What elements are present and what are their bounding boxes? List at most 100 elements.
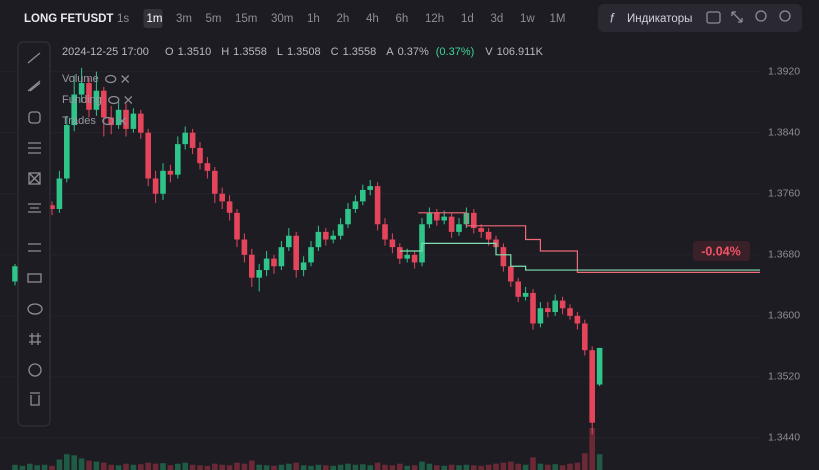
interval[interactable]: 1d xyxy=(461,13,474,25)
indicators-button[interactable]: Индикаторы xyxy=(627,13,692,25)
legend-value: 1.3558 xyxy=(343,46,377,58)
interval[interactable]: 1w xyxy=(520,13,535,25)
legend-time: 2024-12-25 17:00 xyxy=(62,46,149,58)
candle-body xyxy=(160,170,166,194)
volume-bar xyxy=(300,465,307,470)
legend: O 1.3510 H 1.3558 L 1.3508 C 1.3558 A 0.37% (0.37%… xyxy=(165,46,544,58)
interval[interactable]: 1s xyxy=(117,13,129,25)
volume-bar xyxy=(323,465,329,470)
volume-bar xyxy=(145,462,151,470)
volume-bar xyxy=(278,464,285,470)
fullscreen-icon[interactable] xyxy=(731,11,743,23)
interval[interactable]: 1M xyxy=(550,13,566,25)
volume-bar xyxy=(411,465,418,470)
candle-body xyxy=(93,90,100,110)
volume-bar xyxy=(537,463,544,470)
eye-icon[interactable] xyxy=(102,116,114,126)
candle-body xyxy=(352,201,359,209)
volume-bar xyxy=(86,460,92,470)
volume-bar xyxy=(182,462,188,470)
candle-body xyxy=(204,163,211,171)
legend-change: (0.37%) xyxy=(436,46,475,58)
volume-bar xyxy=(367,465,373,470)
candle-body xyxy=(515,281,521,297)
candle-body xyxy=(596,347,603,385)
volume-bar xyxy=(167,465,174,470)
interval[interactable]: 4h xyxy=(366,13,379,25)
interval-selected xyxy=(143,9,163,28)
candle-body xyxy=(434,212,440,221)
interval[interactable]: 1h xyxy=(307,13,320,25)
eye-icon[interactable] xyxy=(105,74,117,84)
candle-body xyxy=(522,292,529,297)
candle-body xyxy=(485,231,492,240)
volume-bar xyxy=(434,465,440,470)
price-tag-bg xyxy=(693,241,750,261)
interval[interactable]: 12h xyxy=(425,13,444,25)
interval[interactable]: 3d xyxy=(491,13,504,25)
volume-bar xyxy=(226,465,233,470)
trailing-line xyxy=(418,212,760,273)
volume-bar xyxy=(596,454,603,470)
volume-bar xyxy=(308,465,314,470)
volume-bar xyxy=(352,464,359,470)
symbol[interactable]: LONG FETUSDT xyxy=(24,13,113,25)
zoom-out-icon[interactable] xyxy=(779,10,791,22)
zoom-in-icon[interactable] xyxy=(755,10,767,22)
interval[interactable]: 3m xyxy=(176,13,192,25)
volume-bar xyxy=(293,462,299,470)
interval[interactable]: 2h xyxy=(337,13,350,25)
volume-bar xyxy=(34,465,40,470)
candle-body xyxy=(374,186,381,225)
interval[interactable]: 6h xyxy=(396,13,409,25)
legend-key: A xyxy=(386,46,394,58)
close-icon[interactable] xyxy=(121,75,130,83)
candle-body xyxy=(300,262,307,271)
tool-icons[interactable] xyxy=(27,52,43,406)
y-tick-label: 1.3920 xyxy=(768,65,800,77)
volume-bar xyxy=(589,428,595,470)
volume-bar xyxy=(337,464,344,470)
volume-bar xyxy=(101,462,107,470)
screenshot-icon[interactable] xyxy=(706,11,721,24)
interval[interactable]: 5m xyxy=(206,13,222,25)
volume-bar xyxy=(441,465,447,470)
candle-body xyxy=(263,258,270,271)
candle-body xyxy=(175,144,181,175)
candle-body xyxy=(71,94,77,126)
candle-body xyxy=(152,178,159,194)
interval[interactable]: 15m xyxy=(235,13,257,25)
volume-bar xyxy=(582,453,588,470)
volume-bar xyxy=(271,465,277,470)
eye-icon[interactable] xyxy=(108,95,120,105)
volume-bar xyxy=(27,463,33,470)
volume-bar xyxy=(241,463,248,470)
candle-body xyxy=(212,170,218,194)
indicator-name: Funding xyxy=(62,94,102,106)
candle-body xyxy=(545,308,551,313)
close-icon[interactable] xyxy=(118,117,127,125)
candle-body xyxy=(337,224,344,236)
candle-body xyxy=(559,300,566,309)
candle-body xyxy=(123,109,129,129)
volume-bar xyxy=(175,463,181,470)
volume-bar xyxy=(463,464,470,470)
candle-body xyxy=(471,212,477,229)
intervals: 1s 1m 3m 5m 15m 30m 1h 2h 4h 6h 12h 1d 3d 1w 1M xyxy=(117,9,565,28)
close-icon[interactable] xyxy=(124,96,133,104)
volume-bar xyxy=(123,463,129,470)
candle-body xyxy=(64,125,70,179)
volume-bar xyxy=(49,465,55,470)
candle-body xyxy=(441,216,447,221)
indicator-name: Trades xyxy=(62,115,96,127)
indicator-lines xyxy=(399,212,760,273)
volume-bar xyxy=(286,463,292,470)
candle-body xyxy=(12,266,18,282)
interval[interactable]: 1m xyxy=(147,13,163,25)
candle-body xyxy=(86,83,92,110)
interval[interactable]: 30m xyxy=(271,13,293,25)
candle-body xyxy=(426,212,433,225)
volume-bar xyxy=(500,462,507,470)
volume-bar xyxy=(574,462,581,470)
